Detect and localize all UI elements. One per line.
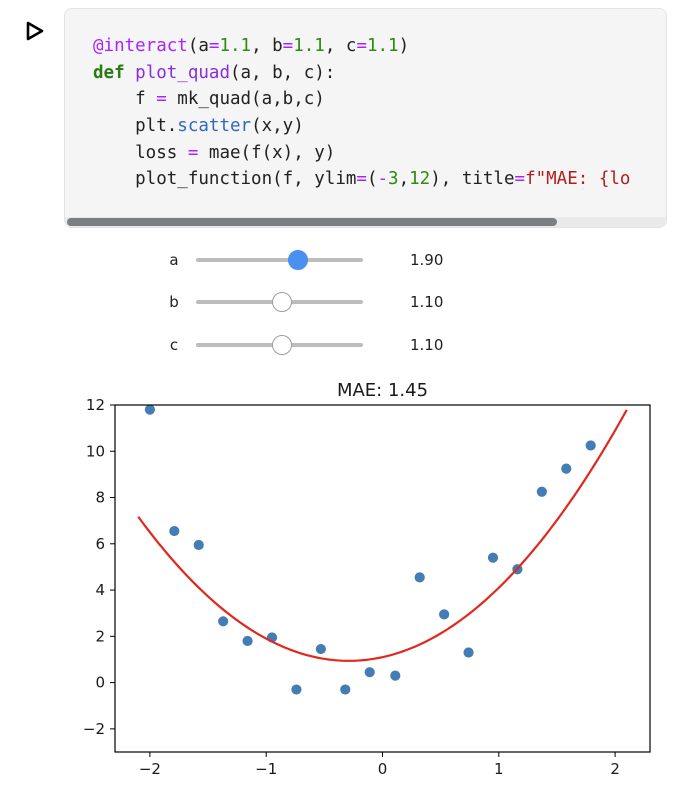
code-token: = [156, 89, 167, 110]
code-line: loss = mae(f(x), y) [93, 140, 630, 167]
data-point [487, 551, 499, 564]
x-tick-label: −2 [139, 760, 161, 778]
code-token [125, 63, 136, 83]
slider-label: c [169, 336, 179, 354]
code-token: f"MAE: {lo [525, 169, 631, 190]
code-token: ), title [430, 169, 515, 190]
code-token: , c [324, 36, 357, 56]
data-point [584, 439, 597, 452]
data-point [192, 539, 205, 551]
slider-track-c[interactable] [196, 335, 363, 355]
code-line: @interact(a=1.1, b=1.1, c=1.1) [93, 33, 630, 60]
data-points [143, 403, 597, 696]
code-line: def plot_quad(a, b, c): [93, 60, 630, 87]
y-tick-label: −2 [83, 720, 105, 738]
code-editor[interactable]: @interact(a=1.1, b=1.1, c=1.1) def plot_q… [93, 33, 630, 193]
code-token: scatter [177, 116, 252, 137]
code-token: (a, b, c): [229, 62, 336, 83]
code-token: = [282, 36, 294, 56]
y-tick-label: 10 [86, 442, 105, 460]
code-line: plot_function(f, ylim=(-3,12), title=f"M… [93, 166, 630, 193]
code-token: mk_quad(a,b,c) [166, 89, 325, 110]
x-tick-label: 1 [494, 760, 504, 778]
data-point [389, 669, 402, 682]
code-token: plt. [93, 116, 178, 137]
slider-row-a: a 1.90 [0, 245, 699, 275]
slider-handle-a[interactable] [288, 250, 309, 270]
data-point [314, 643, 327, 655]
data-point [217, 615, 230, 628]
code-token: 12 [409, 169, 431, 190]
scrollbar-thumb[interactable] [67, 218, 557, 226]
code-token: ( [366, 169, 378, 190]
data-point [168, 525, 181, 537]
code-token: 1.1 [366, 36, 399, 56]
plot-background [60, 374, 670, 784]
code-token: = [356, 36, 367, 56]
y-tick-label: 6 [95, 535, 105, 553]
data-point [560, 462, 573, 475]
y-tick-label: 2 [95, 627, 105, 645]
code-token: 1.1 [219, 36, 252, 56]
code-line: f = mk_quad(a,b,c) [93, 86, 630, 113]
data-point [363, 666, 376, 679]
code-token: = [187, 142, 199, 163]
slider-row-c: c 1.10 [0, 330, 699, 360]
data-point [438, 608, 451, 621]
code-token: loss [93, 142, 188, 163]
code-token: - [377, 169, 389, 190]
slider-value: 1.10 [410, 293, 444, 311]
code-token: 1.1 [293, 36, 325, 56]
slider-label: a [169, 251, 179, 269]
x-tick-label: 2 [610, 760, 620, 778]
slider-handle-c[interactable] [271, 335, 292, 355]
code-token: , b [251, 36, 283, 56]
chart-title: MAE: 1.45 [337, 380, 428, 401]
data-point [462, 646, 475, 659]
slider-value: 1.90 [410, 251, 444, 269]
y-tick-label: 4 [95, 581, 105, 599]
fitted-quadratic-curve [137, 409, 628, 662]
slider-handle-b[interactable] [271, 292, 292, 312]
code-token: mae(f(x), y) [198, 142, 336, 163]
data-point [413, 571, 426, 584]
code-token: ) [398, 36, 410, 56]
data-point [290, 683, 303, 696]
code-token: f [93, 89, 157, 110]
code-token: def [93, 62, 125, 83]
slider-track-a[interactable] [196, 250, 363, 270]
play-outline-icon [26, 21, 44, 41]
data-point [535, 485, 548, 498]
code-token: = [356, 169, 367, 190]
code-token: plot_quad [135, 62, 230, 83]
y-tick-label: 0 [95, 674, 105, 692]
code-token: , [398, 169, 410, 190]
run-cell-button[interactable] [24, 20, 46, 42]
x-tick-label: 0 [378, 760, 388, 778]
code-token: = [514, 169, 526, 190]
code-token: = [208, 36, 220, 56]
y-tick-label: 8 [95, 489, 105, 507]
code-token: (a [187, 36, 209, 56]
data-point [339, 683, 352, 696]
code-token: @interact [93, 36, 188, 56]
slider-track-b[interactable] [196, 292, 363, 312]
slider-label: b [169, 293, 179, 311]
x-tick-label: −1 [255, 760, 277, 778]
data-point [241, 635, 254, 647]
code-token: (x,y) [251, 116, 304, 137]
code-line: plt.scatter(x,y) [93, 113, 630, 140]
code-token: plot_function(f, ylim [93, 169, 357, 190]
y-tick-label: 12 [86, 396, 105, 414]
slider-row-b: b 1.10 [0, 287, 699, 317]
code-cell[interactable]: @interact(a=1.1, b=1.1, c=1.1) def plot_q… [64, 8, 667, 228]
code-token: 3 [388, 169, 399, 190]
slider-value: 1.10 [410, 336, 444, 354]
data-point [143, 403, 156, 416]
horizontal-scrollbar[interactable] [65, 217, 666, 227]
